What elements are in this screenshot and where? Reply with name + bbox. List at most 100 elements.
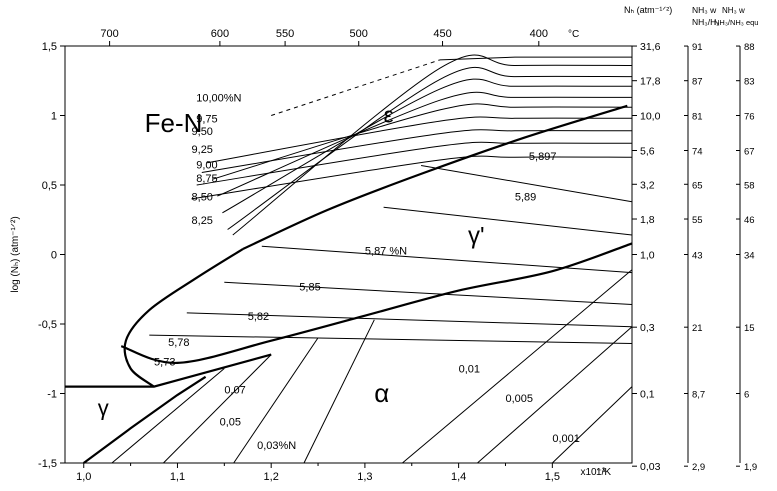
labels: 1,0 1,1 1,2 1,3 1,4 1,5 x10⁻³1/K 1,5 1 0,5 0 -0,5 -1… (10, 5, 758, 483)
y-tick-label: -0,5 (38, 319, 57, 331)
alpha-iso-label: 0,005 (505, 393, 533, 405)
temperature-unit: °C (568, 29, 579, 40)
alpha-iso-label: 0,01 (459, 364, 480, 376)
ratio-tick-label: 55 (692, 215, 703, 226)
x-tick-label: 1,2 (264, 471, 279, 483)
epsilon-iso-line (211, 103, 633, 180)
equ-tick-label: 88 (744, 42, 755, 53)
x-multiplier: x10⁻³ (580, 467, 605, 478)
gamma-prime-tie-line (224, 281, 633, 305)
nh-tick-label: 3,2 (640, 179, 655, 191)
nh-tick-label: 5,6 (640, 146, 655, 158)
alpha-iso-line (111, 368, 225, 464)
x-axis-label: 1/K (596, 467, 611, 478)
epsilon-iso-label: 8,50 (192, 191, 213, 203)
epsilon-iso-line (222, 78, 633, 214)
x-tick-label: 1,5 (545, 471, 560, 483)
y-tick-label: 1 (51, 111, 57, 123)
ratio-tick-label: 91 (692, 42, 703, 53)
x-tick-label: 1,0 (76, 471, 91, 483)
epsilon-iso-label: 9,50 (192, 126, 213, 138)
epsilon-iso-line (196, 141, 633, 186)
y-tick-label: -1,5 (38, 458, 57, 470)
epsilon-iso-label: 9,75 (196, 113, 217, 125)
top-tick-label: 400 (530, 28, 548, 40)
nh-tick-label: 1,8 (640, 214, 655, 226)
x-tick-label: 1,4 (451, 471, 466, 483)
equ-tick-label: 34 (744, 251, 755, 262)
epsilon-gamma-prime-boundary (242, 104, 628, 250)
x-tick-label: 1,1 (170, 471, 185, 483)
alpha-iso-label: 0,05 (220, 416, 241, 428)
gamma-prime-tie-line (261, 245, 633, 274)
nh-tick-label: 1,0 (640, 250, 655, 262)
gamma-prime-tie-line (421, 165, 633, 203)
equ-tick-label: 6 (744, 390, 749, 401)
alpha-iso-line (402, 269, 633, 464)
epsilon-iso-line (232, 54, 633, 236)
gamma-prime-tie-line (186, 312, 633, 328)
gamma-prime-nose-boundary (123, 247, 244, 388)
gamma-prime-iso-label: 5,85 (299, 282, 320, 294)
equ-tick-label: 76 (744, 112, 755, 123)
nh-tick-label: 0,03 (640, 461, 661, 473)
alpha-iso-line (233, 337, 319, 464)
alpha-iso-line (551, 386, 633, 464)
gamma-prime-phase-label: γ' (468, 222, 485, 249)
epsilon-iso-line (439, 56, 632, 61)
epsilon-iso-line (201, 129, 633, 173)
axis-marks (60, 41, 741, 468)
top-tick-label: 500 (350, 28, 368, 40)
equ-tick-label: 83 (744, 77, 755, 88)
y-axis-label: log (Nₕ) (atm⁻¹ᐟ²) (10, 216, 21, 292)
epsilon-iso-label: 9,00 (196, 159, 217, 171)
ratio-tick-label: 87 (692, 77, 703, 88)
nh-axis-header: Nₕ (atm⁻¹ᐟ²) (624, 5, 672, 15)
alpha-iso-line (477, 326, 633, 464)
equ-tick-label: 58 (744, 180, 755, 191)
ratio-axis-subheader: NH₃/H₂ (692, 17, 720, 27)
epsilon-iso-line-dashed (271, 59, 441, 116)
alpha-iso-line (163, 354, 272, 464)
y-tick-label: 1,5 (42, 41, 57, 53)
epsilon-iso-label: 10,00%N (196, 93, 241, 105)
gamma-prime-iso-label: 5,87 %N (365, 246, 407, 258)
nh-tick-label: 17,8 (640, 76, 661, 88)
equ-axis-subheader: NH₃/NH₃ equ (714, 18, 758, 27)
nh-tick-label: 31,6 (640, 41, 661, 53)
alpha-iso-label: 0,03%N (257, 440, 296, 452)
alpha-iso-label: 0,07 (224, 385, 245, 397)
nh-tick-label: 10,0 (640, 111, 661, 123)
alpha-phase-label: α (374, 378, 389, 408)
x-tick-label: 1,3 (357, 471, 372, 483)
epsilon-iso-line (191, 155, 633, 200)
equ-axis-header: NH₃ w (722, 6, 745, 15)
nh-tick-label: 0,1 (640, 389, 655, 401)
ratio-tick-label: 74 (692, 147, 703, 158)
ratio-tick-label: 2,9 (692, 462, 705, 473)
alpha-iso-line (303, 319, 375, 464)
ratio-tick-label: 43 (692, 251, 703, 262)
top-tick-label: 550 (276, 28, 294, 40)
gamma-prime-tie-line (149, 334, 633, 344)
fe-n-title: Fe-N (145, 108, 203, 138)
gamma-prime-iso-label: 5,89 (515, 191, 536, 203)
top-tick-label: 600 (211, 28, 229, 40)
gamma-prime-iso-label: 5,78 (168, 337, 189, 349)
equ-tick-label: 15 (744, 323, 755, 334)
gamma-prime-tie-line (383, 206, 633, 236)
top-tick-label: 700 (100, 28, 118, 40)
ratio-tick-label: 65 (692, 180, 703, 191)
top-tick-label: 450 (433, 28, 451, 40)
epsilon-iso-label: 8,25 (192, 215, 213, 227)
nh-tick-label: 0,3 (640, 322, 655, 334)
gamma-alpha-boundary (83, 375, 207, 464)
equ-tick-label: 46 (744, 215, 755, 226)
y-tick-label: -1 (47, 389, 57, 401)
plot-lines (65, 54, 633, 464)
gamma-phase-label: γ (98, 396, 109, 421)
gamma-prime-iso-label: 5,82 (248, 311, 269, 323)
equ-tick-label: 67 (744, 147, 755, 158)
gamma-prime-alpha-boundary (120, 242, 633, 365)
